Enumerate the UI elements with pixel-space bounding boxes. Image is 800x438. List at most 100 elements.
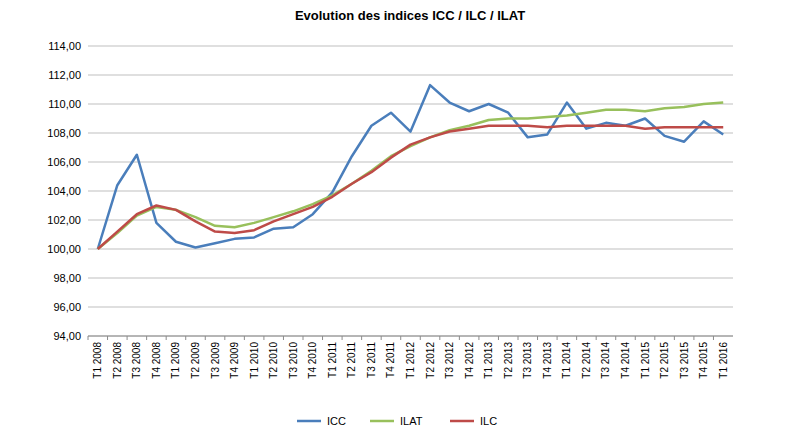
x-tick [635, 336, 636, 340]
x-tick-label: T3 2009 [210, 342, 221, 379]
x-tick-label: T1 2009 [170, 342, 181, 379]
x-tick-label: T1 2013 [483, 342, 494, 379]
chart: Evolution des indices ICC / ILC / ILAT 94… [0, 0, 800, 438]
x-tick-label: T3 2012 [444, 342, 455, 379]
x-tick [283, 336, 284, 340]
y-tick-label: 108,00 [47, 127, 81, 139]
x-tick [127, 336, 128, 340]
x-tick [303, 336, 304, 340]
legend-swatch [370, 420, 394, 423]
grid-line [88, 191, 733, 192]
y-tick-label: 106,00 [47, 156, 81, 168]
x-tick [518, 336, 519, 340]
x-tick-label: T2 2010 [268, 342, 279, 379]
x-tick-label: T2 2013 [503, 342, 514, 379]
x-tick [185, 336, 186, 340]
x-tick [420, 336, 421, 340]
x-tick-label: T4 2014 [620, 342, 631, 379]
grid-line [88, 46, 733, 47]
x-tick [146, 336, 147, 340]
x-tick [478, 336, 479, 340]
series-line [98, 85, 723, 249]
x-tick [713, 336, 714, 340]
x-tick [361, 336, 362, 340]
x-tick-label: T2 2008 [112, 342, 123, 379]
y-tick-label: 98,00 [53, 272, 81, 284]
x-tick-label: T3 2015 [679, 342, 690, 379]
series-line [98, 126, 723, 249]
x-tick [263, 336, 264, 340]
x-tick [224, 336, 225, 340]
x-tick-label: T4 2015 [698, 342, 709, 379]
x-tick-label: T4 2009 [229, 342, 240, 379]
grid-line [88, 278, 733, 279]
x-tick-label: T2 2015 [659, 342, 670, 379]
legend-label: ILC [480, 415, 497, 427]
y-tick-label: 114,00 [48, 40, 81, 52]
x-tick [576, 336, 577, 340]
x-tick [244, 336, 245, 340]
legend: ICC ILAT ILC [297, 415, 497, 427]
x-tick [205, 336, 206, 340]
y-tick-label: 94,00 [53, 330, 81, 342]
x-tick-label: T1 2015 [640, 342, 651, 379]
x-tick [322, 336, 323, 340]
x-tick [693, 336, 694, 340]
grid-line [88, 104, 733, 105]
x-tick-label: T4 2012 [464, 342, 475, 379]
x-tick-label: T2 2012 [425, 342, 436, 379]
x-tick-label: T1 2014 [561, 342, 572, 379]
legend-label: ICC [327, 415, 346, 427]
x-tick-label: T3 2011 [366, 342, 377, 378]
x-tick [537, 336, 538, 340]
x-tick [107, 336, 108, 340]
legend-swatch [297, 420, 321, 423]
x-tick [439, 336, 440, 340]
x-tick [654, 336, 655, 340]
x-tick-label: T3 2014 [600, 342, 611, 379]
x-tick-label: T4 2011 [385, 342, 396, 378]
grid-line [88, 220, 733, 221]
x-tick-label: T4 2010 [307, 342, 318, 379]
x-tick [88, 336, 89, 340]
x-tick [381, 336, 382, 340]
x-tick-label: T4 2008 [151, 342, 162, 379]
x-tick-label: T4 2013 [542, 342, 553, 379]
x-tick [615, 336, 616, 340]
x-tick-label: T1 2012 [405, 342, 416, 379]
grid-line [88, 307, 733, 308]
x-tick-label: T1 2016 [718, 342, 729, 379]
x-tick [498, 336, 499, 340]
x-tick [166, 336, 167, 340]
x-tick [557, 336, 558, 340]
plot-area [98, 85, 723, 249]
grid-line [88, 249, 733, 250]
legend-label: ILAT [400, 415, 423, 427]
x-tick-label: T1 2008 [92, 342, 103, 379]
x-tick [459, 336, 460, 340]
x-tick-label: T3 2013 [522, 342, 533, 379]
y-tick-label: 100,00 [47, 243, 81, 255]
y-tick-label: 110,00 [48, 98, 81, 110]
x-tick-label: T2 2009 [190, 342, 201, 379]
x-tick [400, 336, 401, 340]
series-line [98, 103, 723, 249]
x-tick-label: T1 2010 [249, 342, 260, 379]
x-tick [342, 336, 343, 340]
grid-line [88, 336, 733, 337]
x-tick [674, 336, 675, 340]
grid-line [88, 162, 733, 163]
grid-line [88, 75, 733, 76]
grid [88, 46, 733, 336]
x-tick [596, 336, 597, 340]
x-tick-label: T2 2014 [581, 342, 592, 379]
x-tick-label: T2 2011 [346, 342, 357, 378]
y-tick-label: 96,00 [53, 301, 81, 313]
y-tick-label: 102,00 [47, 214, 81, 226]
legend-swatch [450, 420, 474, 423]
y-tick-label: 104,00 [47, 185, 81, 197]
x-tick-label: T1 2011 [327, 342, 338, 378]
x-tick-label: T3 2010 [288, 342, 299, 379]
x-axis [88, 336, 733, 337]
title: Evolution des indices ICC / ILC / ILAT [295, 8, 525, 23]
